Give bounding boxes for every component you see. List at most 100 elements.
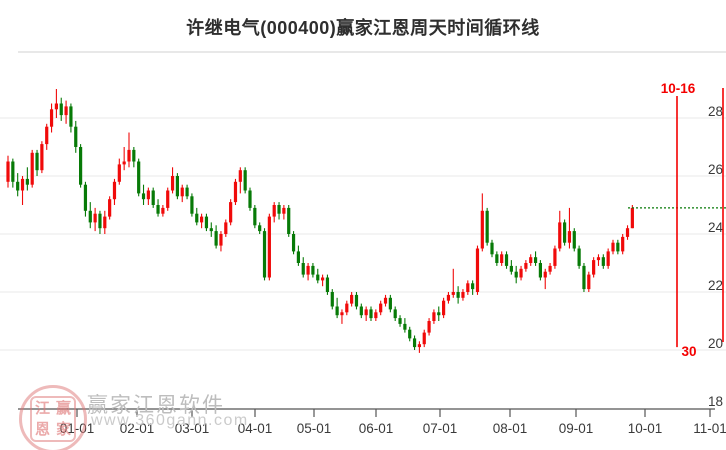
candle [311, 265, 315, 275]
candle [185, 187, 189, 197]
candle [233, 181, 238, 203]
x-axis-label: 09-01 [559, 421, 594, 436]
candle [504, 254, 509, 266]
candle [335, 306, 339, 316]
candle [582, 265, 586, 290]
candle [446, 294, 451, 301]
candle [456, 292, 460, 298]
candle [495, 254, 499, 263]
candle [238, 170, 242, 182]
candle [16, 181, 20, 191]
candle [248, 190, 252, 208]
candle [316, 274, 320, 281]
candle [533, 257, 538, 263]
candle [330, 292, 334, 307]
candle [93, 213, 97, 223]
candle [262, 231, 267, 278]
candle [83, 184, 88, 211]
candle [30, 152, 34, 185]
candle [412, 338, 417, 348]
candle [543, 271, 547, 278]
x-axis-label: 10-01 [628, 421, 663, 436]
candle [630, 207, 634, 229]
candle [258, 225, 262, 232]
candle [548, 265, 552, 272]
candle [437, 312, 441, 316]
candle [11, 161, 15, 182]
y-axis-label: 22 [708, 278, 723, 293]
candle [151, 190, 155, 205]
candle [253, 207, 257, 226]
chart-title: 许继电气(000400)赢家江恩周天时间循环线 [186, 18, 540, 38]
candle [350, 294, 354, 304]
candle [166, 190, 170, 208]
candle [267, 216, 271, 278]
candle [127, 149, 131, 162]
candle [306, 265, 310, 275]
candle [224, 222, 228, 234]
candle [480, 210, 484, 249]
candle [20, 178, 25, 191]
candle [301, 263, 305, 275]
candle [427, 321, 431, 333]
x-axis-label: 07-01 [423, 421, 458, 436]
candle [137, 161, 141, 194]
candle [611, 242, 615, 252]
candle [514, 271, 518, 278]
candle [272, 205, 276, 217]
candle [40, 144, 44, 171]
x-axis-label: 05-01 [297, 421, 332, 436]
candle [243, 170, 247, 191]
candle [529, 257, 533, 263]
candle [567, 231, 572, 243]
candle [325, 277, 330, 292]
candle [35, 152, 39, 171]
candle [563, 222, 567, 243]
x-axis-label: 06-01 [359, 421, 394, 436]
candle [296, 251, 300, 263]
x-axis-label: 01-01 [60, 421, 95, 436]
candle [287, 207, 291, 234]
candle [180, 187, 184, 197]
candle [141, 193, 146, 200]
candle [161, 207, 165, 214]
candle [490, 242, 494, 255]
candle [219, 234, 223, 246]
candle [538, 263, 542, 278]
x-axis-label: 03-01 [175, 421, 210, 436]
candle [577, 248, 581, 266]
candle [195, 213, 199, 223]
candle [369, 309, 373, 319]
candle [209, 228, 213, 232]
candle [277, 205, 281, 214]
candle [64, 106, 68, 116]
candle [132, 149, 136, 162]
candle [398, 318, 402, 324]
candle [59, 103, 63, 116]
candle [417, 344, 421, 348]
candle [146, 190, 150, 200]
candle [393, 309, 397, 319]
cycle-date-label: 10-16 [661, 81, 696, 96]
candle [500, 254, 504, 263]
candle [122, 161, 126, 165]
candle [388, 297, 392, 310]
candle [69, 106, 73, 127]
candle [117, 164, 121, 182]
candle [616, 242, 620, 252]
candle [74, 126, 78, 147]
candle [587, 274, 591, 290]
y-axis-label: 20 [708, 336, 723, 351]
candle [451, 292, 455, 295]
y-axis-label: 18 [708, 394, 723, 409]
candle [422, 332, 426, 345]
candle [108, 199, 112, 217]
candle [621, 236, 625, 252]
candle [200, 216, 204, 223]
candle [6, 161, 10, 182]
candle [175, 176, 179, 197]
candle [572, 231, 576, 249]
x-axis-label: 02-01 [120, 421, 155, 436]
